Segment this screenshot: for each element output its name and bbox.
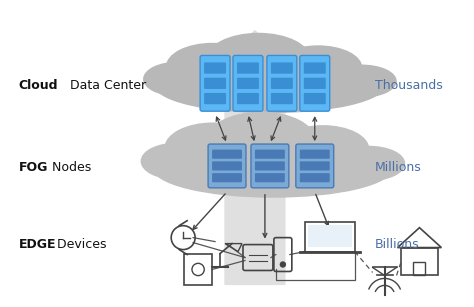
FancyArrow shape [205,31,305,284]
FancyBboxPatch shape [204,78,226,89]
Bar [401,247,438,275]
Bar [305,222,355,251]
FancyBboxPatch shape [255,161,285,170]
FancyBboxPatch shape [255,173,285,182]
Text: FOG: FOG [18,161,48,174]
FancyBboxPatch shape [296,144,334,188]
FancyBboxPatch shape [204,62,226,74]
FancyBboxPatch shape [300,56,330,111]
Circle shape [281,262,285,267]
Bar [308,225,352,247]
Ellipse shape [144,62,212,96]
Text: Cloud: Cloud [18,79,58,92]
Ellipse shape [165,123,261,173]
FancyBboxPatch shape [300,150,330,159]
FancyBboxPatch shape [251,144,289,188]
Bar [413,262,426,275]
Bar [184,254,212,286]
Text: Billions: Billions [374,238,419,251]
Text: Nodes: Nodes [47,161,91,174]
Ellipse shape [333,146,404,181]
FancyBboxPatch shape [304,93,326,104]
FancyBboxPatch shape [233,56,263,111]
Ellipse shape [167,44,258,90]
Text: EDGE: EDGE [18,238,56,251]
Ellipse shape [207,112,315,168]
Text: Devices: Devices [53,238,106,251]
Ellipse shape [278,126,369,173]
FancyBboxPatch shape [300,161,330,170]
Ellipse shape [327,65,396,97]
FancyBboxPatch shape [212,161,242,170]
FancyBboxPatch shape [212,150,242,159]
FancyBboxPatch shape [271,62,293,74]
FancyBboxPatch shape [304,62,326,74]
FancyBboxPatch shape [267,56,297,111]
FancyBboxPatch shape [300,173,330,182]
Ellipse shape [141,143,213,179]
FancyBboxPatch shape [200,56,230,111]
FancyBboxPatch shape [271,93,293,104]
Ellipse shape [274,46,362,90]
FancyBboxPatch shape [204,93,226,104]
FancyBboxPatch shape [212,173,242,182]
Ellipse shape [207,33,310,85]
FancyBboxPatch shape [255,150,285,159]
FancyBboxPatch shape [237,78,259,89]
FancyBboxPatch shape [271,78,293,89]
FancyBboxPatch shape [237,62,259,74]
FancyBboxPatch shape [304,78,326,89]
Text: Millions: Millions [374,161,421,174]
Ellipse shape [153,139,392,197]
FancyBboxPatch shape [237,93,259,104]
Text: Data Center: Data Center [65,79,146,92]
Ellipse shape [155,58,384,112]
FancyBboxPatch shape [208,144,246,188]
Text: Thousands: Thousands [374,79,442,92]
